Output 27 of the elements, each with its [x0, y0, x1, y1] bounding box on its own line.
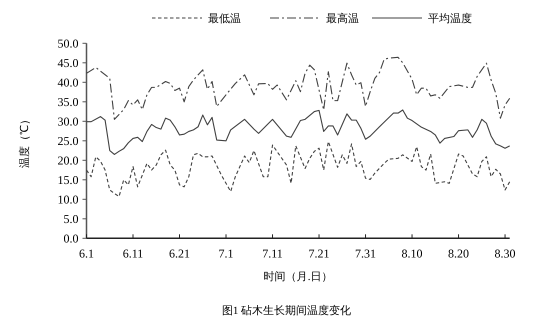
x-axis-title: 时间（月.日）: [264, 270, 332, 283]
x-tick-label: 6.1: [79, 246, 94, 260]
y-tick-label: 10.0: [58, 192, 78, 206]
y-tick-label: 25.0: [58, 134, 78, 148]
y-tick-label: 45.0: [58, 56, 78, 70]
y-tick-label: 5.0: [64, 212, 78, 226]
legend-label: 平均温度: [428, 12, 472, 25]
legend-label: 最高温: [326, 12, 359, 25]
y-tick-label: 15.0: [58, 172, 78, 187]
x-tick-label: 7.21: [308, 246, 330, 260]
x-tick-label: 6.21: [169, 246, 190, 260]
x-tick-label: 8.20: [448, 246, 470, 260]
y-tick-label: 35.0: [58, 94, 78, 109]
x-tick-label: 7.1: [218, 246, 234, 260]
y-tick-label: 50.0: [58, 36, 78, 50]
y-tick-label: 40.0: [58, 75, 78, 90]
y-tick-label: 30.0: [58, 114, 78, 128]
x-tick-label: 7.11: [262, 246, 283, 260]
x-tick-label: 6.11: [122, 246, 144, 260]
y-tick-label: 0.0: [64, 231, 78, 246]
legend-label: 最低温: [208, 13, 241, 25]
x-tick-label: 8.10: [402, 246, 423, 260]
y-axis-title: 温度（℃）: [18, 114, 31, 168]
text: 图1 砧木生长期间温度变化: [222, 304, 352, 317]
x-tick-label: 7.31: [355, 246, 376, 260]
y-tick-label: 20.0: [58, 153, 78, 168]
x-tick-label: 8.30: [494, 246, 516, 260]
